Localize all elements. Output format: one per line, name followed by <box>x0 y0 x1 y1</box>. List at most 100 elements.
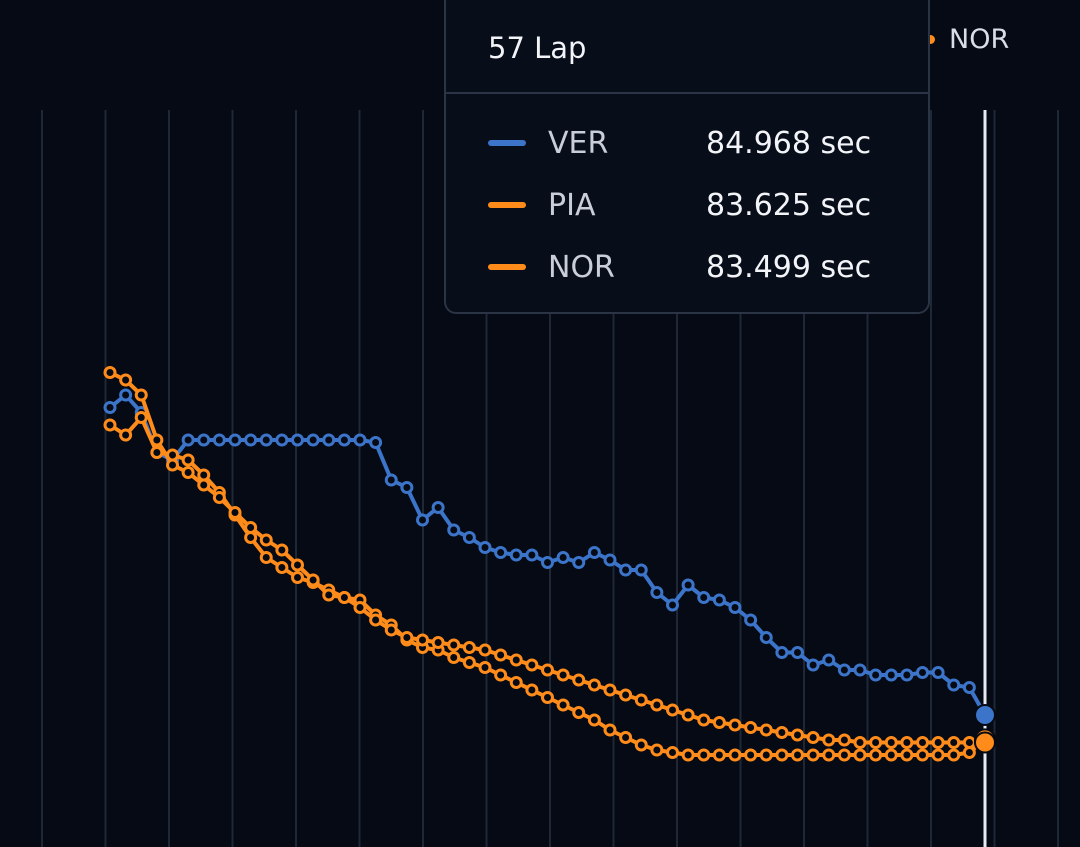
data-point <box>244 433 258 447</box>
data-point <box>150 433 164 447</box>
data-point <box>884 748 898 762</box>
data-point <box>666 746 679 759</box>
data-point <box>806 731 820 744</box>
data-point <box>837 663 851 677</box>
data-point <box>587 546 601 559</box>
data-point <box>853 736 867 749</box>
data-point <box>384 623 398 637</box>
tooltip-rows: VER 84.968 sec PIA 83.625 sec NOR 83.499… <box>446 94 928 298</box>
data-point <box>244 521 258 534</box>
data-point <box>181 453 195 467</box>
tooltip-driver: VER <box>548 125 609 161</box>
data-point <box>119 388 133 402</box>
data-point <box>572 706 586 719</box>
data-point <box>650 586 664 599</box>
data-point <box>369 613 383 627</box>
tooltip-row-pia: PIA 83.625 sec <box>446 174 928 236</box>
data-point <box>619 731 633 744</box>
data-point <box>884 736 898 749</box>
data-point <box>400 631 414 644</box>
data-point <box>337 433 351 447</box>
data-point <box>837 748 851 762</box>
data-point <box>103 401 117 414</box>
data-point <box>728 601 742 614</box>
data-point <box>572 556 586 569</box>
data-point <box>431 636 445 649</box>
data-point <box>712 716 726 729</box>
data-point <box>837 733 851 747</box>
data-point <box>353 433 367 447</box>
data-point <box>119 428 133 442</box>
data-point <box>822 653 836 667</box>
data-point <box>634 693 648 707</box>
data-point <box>291 571 304 584</box>
series-nor <box>103 366 985 749</box>
data-point <box>462 641 476 654</box>
legend-nor[interactable]: NOR <box>926 24 1009 55</box>
data-point <box>197 478 211 492</box>
tooltip-value: 83.499 sec <box>706 249 872 285</box>
data-point <box>712 593 726 607</box>
data-point <box>775 748 789 762</box>
data-point <box>275 543 289 557</box>
data-point <box>931 666 945 679</box>
data-point <box>853 663 867 677</box>
data-point <box>322 433 336 447</box>
data-point <box>541 556 554 569</box>
data-point <box>447 638 461 652</box>
data-point <box>869 668 883 682</box>
data-point <box>103 418 117 432</box>
data-point <box>791 728 804 742</box>
data-point <box>369 436 383 449</box>
end-marker-ver <box>974 704 996 726</box>
data-point <box>603 553 617 567</box>
data-point <box>931 748 945 762</box>
data-point <box>556 668 570 682</box>
data-point <box>697 748 711 762</box>
data-point <box>775 646 789 659</box>
data-point <box>572 673 586 687</box>
data-point <box>509 548 523 562</box>
data-point <box>681 748 695 762</box>
legend-nor-label: NOR <box>949 24 1010 55</box>
data-point <box>291 558 304 572</box>
data-point <box>619 563 633 577</box>
tooltip-value: 83.625 sec <box>706 187 872 223</box>
data-point <box>806 748 820 762</box>
data-point <box>447 523 461 537</box>
data-point <box>478 541 492 554</box>
data-point <box>900 736 914 749</box>
data-point <box>947 748 961 762</box>
data-point <box>806 658 820 672</box>
data-point <box>759 748 773 762</box>
data-point <box>353 601 367 614</box>
data-point <box>791 646 804 659</box>
data-point <box>150 446 164 459</box>
data-point <box>462 531 476 544</box>
end-marker-nor <box>974 731 996 754</box>
data-point <box>853 748 867 762</box>
data-point <box>759 631 773 644</box>
data-point <box>556 551 570 564</box>
tooltip-driver: PIA <box>548 187 596 223</box>
data-point <box>166 458 179 472</box>
data-point <box>744 748 758 762</box>
data-point <box>962 681 976 694</box>
data-point <box>447 651 461 664</box>
data-point <box>744 721 758 734</box>
data-point <box>119 373 133 387</box>
data-point <box>587 678 601 692</box>
data-point <box>134 411 148 424</box>
data-point <box>103 366 117 379</box>
data-point <box>962 736 976 749</box>
data-point <box>728 718 742 732</box>
data-point <box>712 748 726 762</box>
data-point <box>697 713 711 727</box>
data-point <box>869 748 883 762</box>
data-point <box>212 433 226 447</box>
data-point <box>556 698 570 712</box>
data-point <box>259 433 273 447</box>
data-point <box>900 668 914 682</box>
ver-line-swatch <box>488 140 526 146</box>
data-point <box>525 683 539 697</box>
